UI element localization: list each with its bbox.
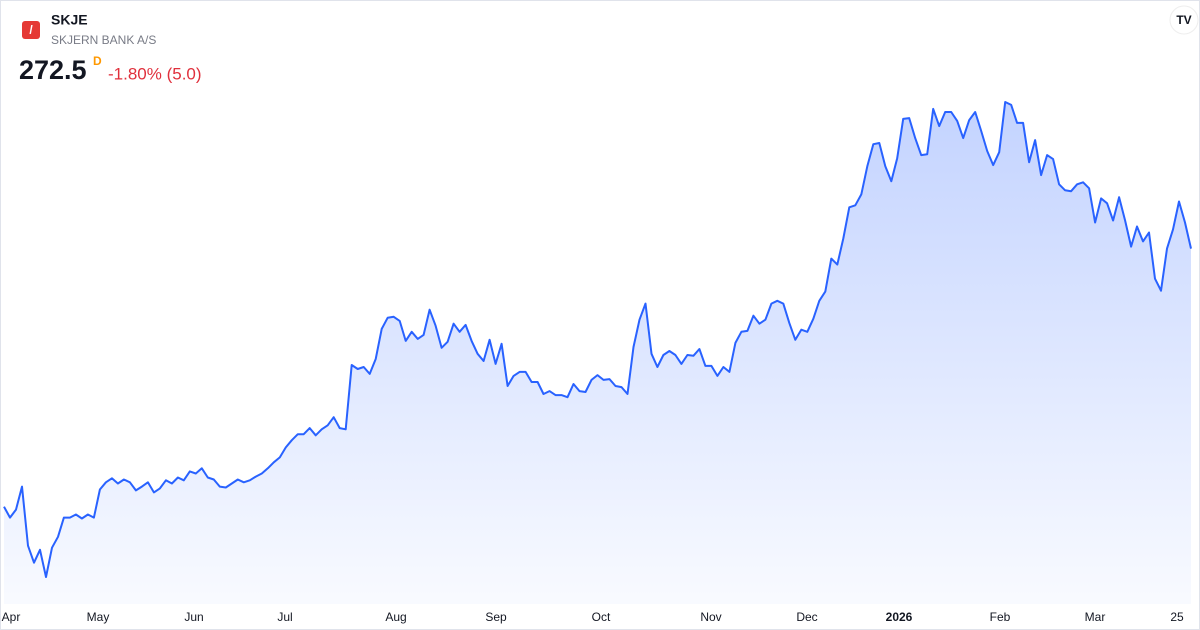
symbol: SKJE (51, 12, 88, 28)
x-axis-label: 25 (1170, 610, 1184, 624)
x-axis-label: Nov (700, 610, 721, 624)
x-axis-label: Oct (592, 610, 611, 624)
tv-logo: TV (1176, 13, 1191, 27)
plot: Apr May Jun Jul Aug Sep Oct Nov Dec 2026 Feb Mar 25 (2, 101, 1192, 624)
x-axis-label: Mar (1085, 610, 1106, 624)
area (4, 102, 1191, 604)
x-axis-label: Jul (277, 610, 292, 624)
x-axis-label: Feb (990, 610, 1011, 624)
company-name: SKJERN BANK A/S (51, 33, 156, 47)
price-change: -1.80% (5.0) (108, 64, 202, 83)
x-axis-label: 2026 (886, 610, 913, 624)
last-price: 272.5 (19, 55, 87, 85)
logo (22, 21, 40, 39)
x-axis-label: Apr (2, 610, 21, 624)
logo-mark: / (29, 23, 33, 37)
x-axis-label: Dec (796, 610, 817, 624)
x-axis-label: May (87, 610, 110, 624)
x-axis-label: Sep (485, 610, 507, 624)
x-axis-label: Aug (385, 610, 406, 624)
interval: D (93, 54, 102, 68)
price-line (3, 101, 1192, 578)
x-axis-label: Jun (184, 610, 203, 624)
tv-logo-bg (1169, 5, 1199, 35)
